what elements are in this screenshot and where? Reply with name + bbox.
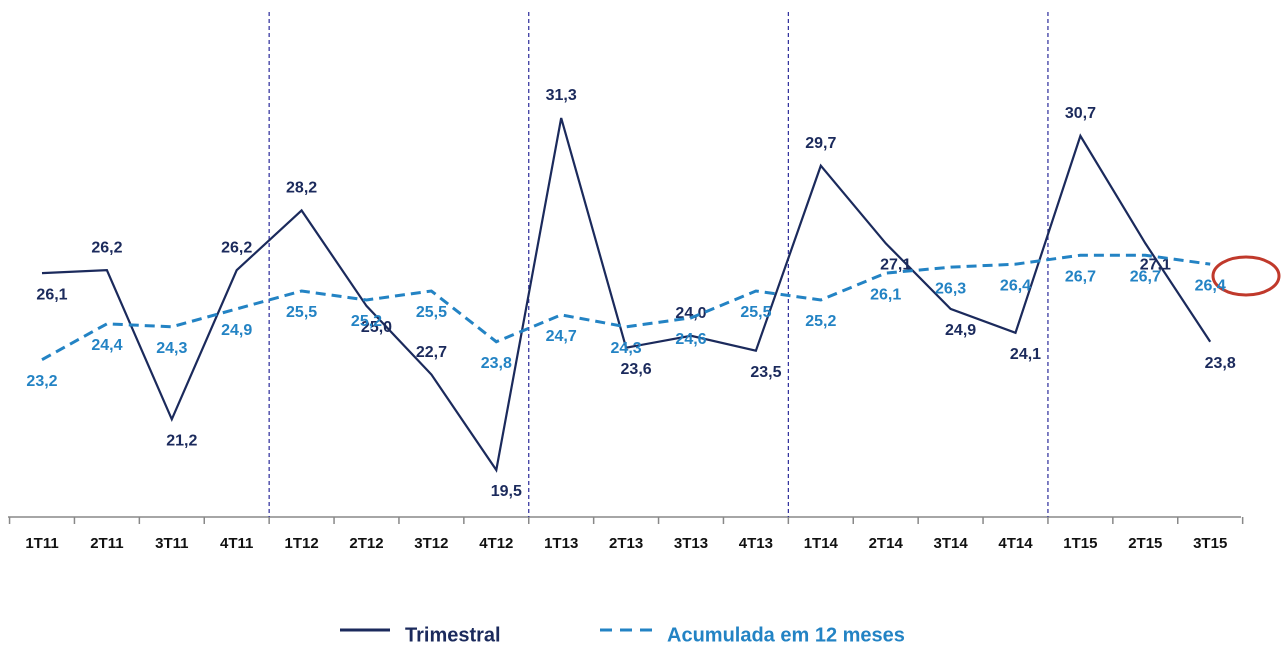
data-label: 21,2 <box>166 433 197 450</box>
x-tick-label: 4T13 <box>739 535 773 552</box>
data-label: 23,8 <box>1205 355 1236 372</box>
x-tick-label: 1T12 <box>284 535 318 552</box>
data-label: 26,7 <box>1065 268 1096 285</box>
data-label: 24,6 <box>675 331 706 348</box>
data-label: 24,1 <box>1010 346 1041 363</box>
data-label: 23,5 <box>750 364 781 381</box>
data-label: 31,3 <box>546 87 577 104</box>
data-label: 25,5 <box>286 304 317 321</box>
data-label: 23,8 <box>481 355 512 372</box>
data-label: 28,2 <box>286 180 317 197</box>
x-tick-label: 1T15 <box>1063 535 1097 552</box>
x-tick-label: 1T11 <box>25 535 58 552</box>
data-label: 24,7 <box>546 328 577 345</box>
legend-label: Acumulada em 12 meses <box>667 624 905 646</box>
x-tick-label: 3T12 <box>414 535 448 552</box>
data-label: 23,2 <box>26 373 57 390</box>
data-label: 30,7 <box>1065 105 1096 122</box>
data-label: 25,2 <box>351 313 382 330</box>
data-label: 26,3 <box>935 280 966 297</box>
data-label: 26,7 <box>1130 268 1161 285</box>
data-label: 26,1 <box>36 286 67 303</box>
x-tick-label: 3T11 <box>155 535 188 552</box>
data-label: 24,3 <box>611 340 642 357</box>
data-label: 29,7 <box>805 135 836 152</box>
x-tick-label: 3T13 <box>674 535 708 552</box>
data-label: 27,1 <box>880 257 911 274</box>
x-tick-label: 4T14 <box>998 535 1033 552</box>
series-line <box>41 117 1212 473</box>
data-label: 26,1 <box>870 286 901 303</box>
data-label: 25,5 <box>740 304 771 321</box>
x-tick-label: 4T11 <box>220 535 253 552</box>
x-tick-label: 2T12 <box>349 535 383 552</box>
data-label: 26,2 <box>221 239 252 256</box>
data-label: 27,1 <box>1140 257 1171 274</box>
data-label: 24,9 <box>945 322 976 339</box>
data-label: 26,4 <box>1195 277 1226 294</box>
separators <box>268 12 1049 517</box>
x-tick-label: 2T11 <box>90 535 123 552</box>
data-label: 25,5 <box>416 304 447 321</box>
x-tick-label: 1T13 <box>544 535 578 552</box>
x-tick-label: 4T12 <box>479 535 513 552</box>
data-label: 26,2 <box>91 239 122 256</box>
highlight-oval <box>1211 255 1281 297</box>
x-tick-label: 3T15 <box>1193 535 1227 552</box>
legend-label: Trimestral <box>405 624 501 646</box>
x-tick-label: 2T13 <box>609 535 643 552</box>
data-label: 19,5 <box>491 483 522 500</box>
series-line <box>41 253 1211 361</box>
x-tick-label: 3T14 <box>933 535 968 552</box>
data-label: 24,3 <box>156 340 187 357</box>
data-label: 25,2 <box>805 313 836 330</box>
data-label: 24,9 <box>221 322 252 339</box>
data-label: 23,6 <box>621 361 652 378</box>
data-label: 22,7 <box>416 344 447 361</box>
x-tick-label: 1T14 <box>804 535 839 552</box>
x-tick-label: 2T14 <box>869 535 904 552</box>
data-label: 25,0 <box>361 319 392 336</box>
data-label: 26,4 <box>1000 277 1031 294</box>
data-label: 24,4 <box>91 337 122 354</box>
x-tick-label: 2T15 <box>1128 535 1162 552</box>
